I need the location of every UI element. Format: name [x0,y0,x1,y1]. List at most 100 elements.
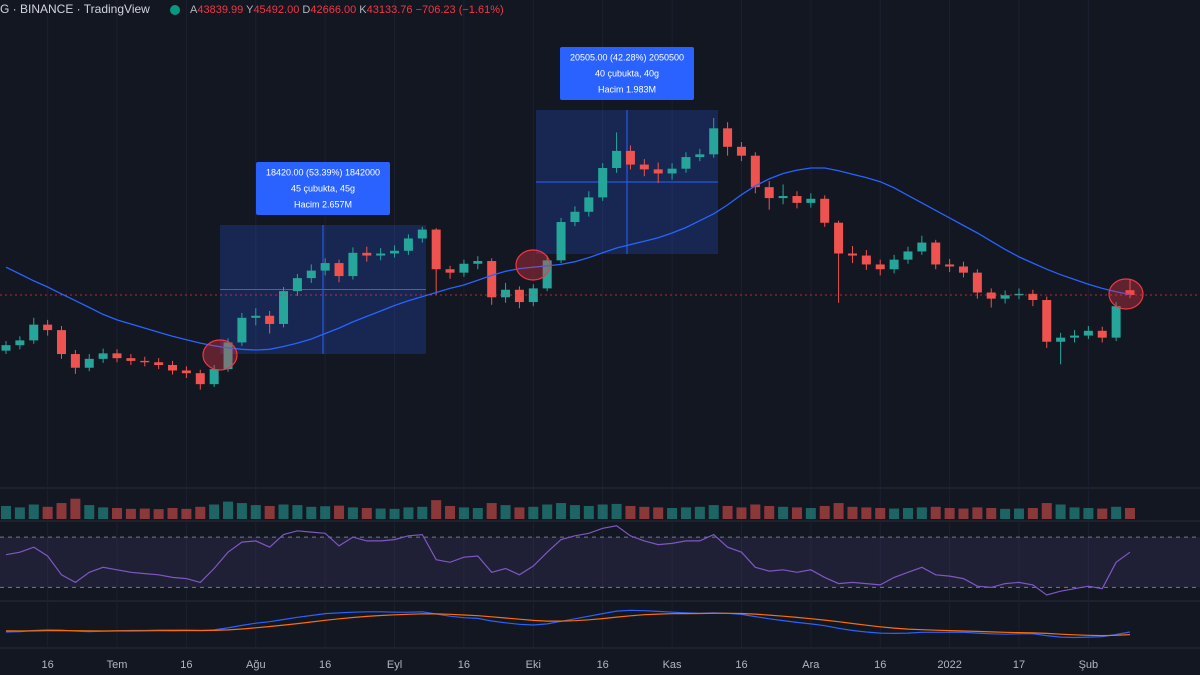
measure-label: Hacim 2.657M [294,199,352,209]
candle-body [820,198,830,223]
candle-body [473,261,483,264]
measure-label: 45 çubukta, 45g [291,183,355,193]
candle-body [112,353,122,359]
candle-body [542,260,552,289]
volume-bar [639,506,650,519]
volume-bar [847,506,858,519]
ohlc-label: Y [246,4,254,16]
volume-bar [1,505,11,519]
ohlc-value: 43839.99 [197,4,243,16]
volume-bar [209,504,220,519]
highlight-ellipse [1108,278,1144,310]
x-tick-label: Ağu [246,659,266,671]
candle-body [154,362,164,366]
candle-body [306,270,316,279]
candle-body [1014,293,1024,296]
volume-bar [1027,507,1038,519]
candle-body [570,211,580,223]
volume-bar [722,505,733,519]
volume-bar [972,507,983,519]
x-tick-label: 16 [319,659,331,671]
volume-bar [236,503,247,519]
volume-bar [195,506,206,519]
volume-bar [778,506,789,519]
candle-body [15,340,25,346]
volume-bar [167,507,178,519]
candle-body [168,365,178,371]
ohlc-label: A [190,4,198,16]
volume-bar [694,506,705,519]
volume-bar [944,507,955,519]
volume-bar [986,507,997,519]
x-tick-label: Eyl [387,659,402,671]
rsi-band [0,537,1200,588]
volume-bar [417,506,428,519]
volume-bar [1083,507,1094,519]
candle-body [612,150,622,168]
volume-bar [28,504,39,519]
volume-bar [611,503,622,519]
candle-body [681,157,691,169]
volume-bar [250,505,261,519]
volume-bar [556,503,567,519]
volume-bar [750,504,761,519]
x-tick-label: 16 [42,659,54,671]
candle-body [847,253,857,256]
volume-bar [334,505,345,519]
x-tick-label: Kas [663,659,682,671]
volume-bar [431,500,442,519]
x-tick-label: 16 [180,659,192,671]
x-tick-label: Tem [107,659,128,671]
volume-bar [181,508,192,519]
measure-label: 20505.00 (42.28%) 2050500 [570,52,684,62]
candle-body [667,168,677,174]
plot-area: 16 Tem 16 Ağu 16 Eyl 16 Eki 16 Kas 16 Ara 16 2022 17 Şu… [0,47,1200,671]
grid [0,0,1200,649]
candle-body [43,324,53,331]
candle-body [1000,295,1010,299]
volume-bar [1125,507,1135,519]
volume-bar [320,506,331,519]
measure-label: 40 çubukta, 40g [595,68,659,78]
candle-body [514,289,524,303]
change-value: −706.23 (−1.61%) [416,4,504,16]
candle-body [403,238,413,251]
highlight-ellipse [202,339,238,371]
status-icon [170,5,180,15]
volume-bar [542,504,553,519]
x-tick-label: Eki [526,659,541,671]
volume-bar [528,506,539,519]
candle-body [417,229,427,239]
candle-body [736,146,746,156]
candle-body [334,263,344,277]
candle-body [709,128,719,155]
volume-bar [1055,504,1066,519]
macd-signal-line [5,612,1131,637]
candle-body [126,358,136,361]
volume-bar [569,505,580,519]
volume-bar [306,506,317,519]
volume-bar [361,507,372,519]
volume-bar [708,505,719,519]
volume-bar [625,505,636,519]
ohlc-value: 42666.00 [310,4,356,16]
volume-bar [98,507,109,519]
volume-bar [667,507,678,519]
candle-body [584,197,594,212]
volume-bar [597,504,608,519]
candle-body [390,250,400,254]
candle-body [487,261,497,298]
volume-bar [14,507,25,519]
ohlc-header: A43839.99 Y45492.00 D42666.00 K43133.76 … [190,4,504,16]
volume-bar [56,503,67,519]
candle-body [431,229,441,270]
candle-body [1083,330,1093,336]
candle-body [875,264,885,270]
candle-body [1125,290,1135,295]
candle-body [556,222,566,261]
candle-body [279,291,289,324]
x-tick-label: 17 [1013,659,1025,671]
volume-bar [514,507,525,519]
